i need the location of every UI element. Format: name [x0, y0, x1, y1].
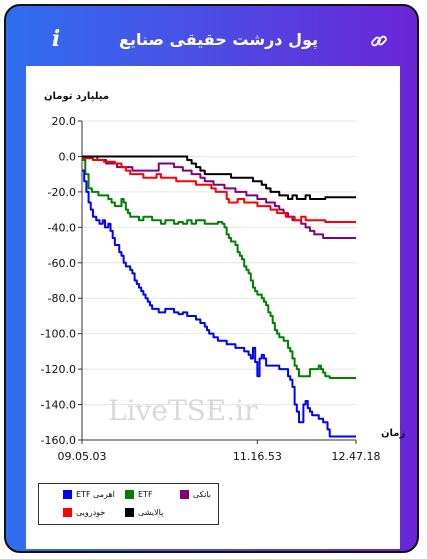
legend-label: خودرویی	[76, 508, 106, 517]
series-line-leveraged-etf	[82, 169, 356, 438]
widget-card: i پول درشت حقیقی صنایع 20.0 0.0 -20.0 -40.0…	[4, 4, 419, 553]
y-tick-label: -80.0	[48, 292, 76, 305]
link-icon[interactable]	[370, 32, 388, 50]
legend-label: ETF	[138, 490, 153, 499]
legend-swatch	[63, 490, 72, 499]
y-tick-label: 20.0	[52, 115, 77, 128]
legend-item-banking[interactable]: بانکی	[180, 490, 211, 499]
series-line-automotive	[82, 157, 356, 224]
y-tick-label: -60.0	[48, 257, 76, 270]
legend-label: ETF اهرمی	[76, 490, 115, 499]
legend-item-leveraged-etf[interactable]: ETF اهرمی	[63, 490, 115, 499]
legend-item-refinery[interactable]: پالایشی	[125, 508, 163, 517]
y-tick-label: -20.0	[48, 186, 76, 199]
x-tick-label: 09.05.03	[58, 450, 107, 463]
chart-panel: 20.0 0.0 -20.0 -40.0 -60.0 -80.0 -100.0 -120.0 -…	[26, 66, 405, 549]
line-chart: 20.0 0.0 -20.0 -40.0 -60.0 -80.0 -100.0 -120.0 -…	[41, 115, 381, 463]
y-tick-label: -100.0	[41, 328, 76, 341]
legend-item-etf[interactable]: ETF	[125, 490, 153, 499]
legend-swatch	[125, 508, 134, 517]
legend-label: بانکی	[193, 490, 211, 499]
y-tick-label: 0.0	[59, 150, 77, 163]
x-axis-label: زمان	[381, 428, 406, 439]
y-tick-label: -160.0	[41, 434, 76, 447]
legend-item-automotive[interactable]: خودرویی	[63, 508, 105, 517]
y-tick-label: -140.0	[41, 399, 76, 412]
series-line-banking	[82, 155, 356, 239]
legend-swatch	[180, 490, 189, 499]
title-group: پول درشت حقیقی صنایع	[118, 26, 318, 52]
info-icon[interactable]: i	[51, 26, 61, 52]
widget-header: i پول درشت حقیقی صنایع	[6, 6, 417, 68]
x-tick-label: 12.47.18	[332, 450, 381, 463]
y-axis-label: میلیارد تومان	[44, 91, 110, 102]
legend-swatch	[125, 490, 134, 499]
legend-swatch	[63, 508, 72, 517]
series-line-refinery	[82, 155, 356, 200]
widget-title: پول درشت حقیقی صنایع	[119, 29, 318, 49]
x-tick-label: 11.16.53	[233, 450, 282, 463]
y-tick-label: -120.0	[41, 363, 76, 376]
legend-label: پالایشی	[138, 508, 164, 517]
series-line-etf	[82, 158, 356, 379]
y-tick-label: -40.0	[48, 221, 76, 234]
chart-legend: ETF اهرمی ETF بانکی خودرویی پالایشی	[38, 483, 219, 525]
